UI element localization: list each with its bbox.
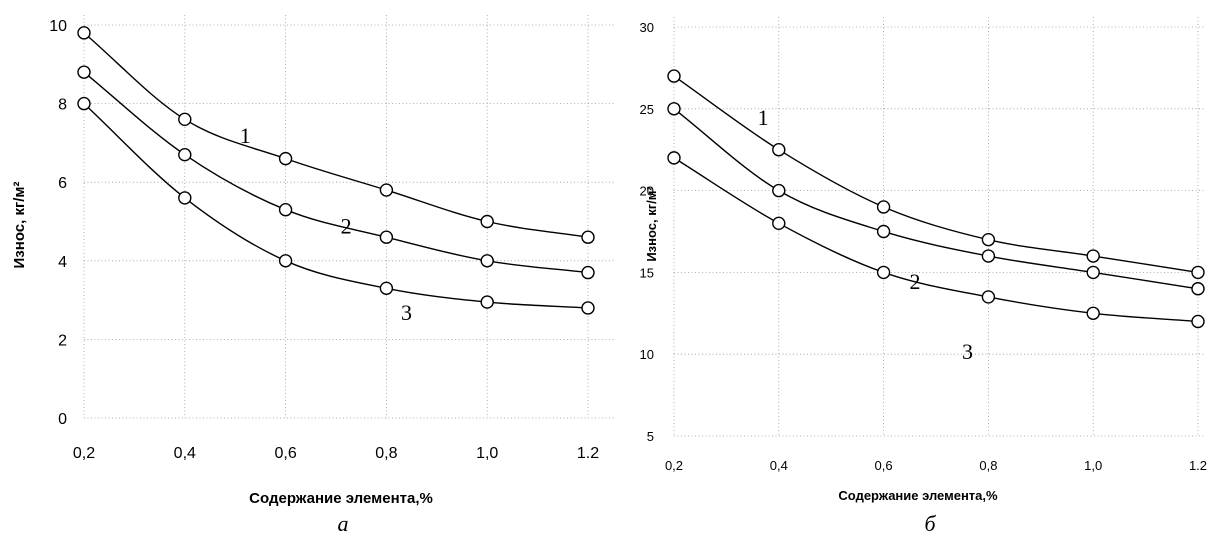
- chart-b-series-3-point: [772, 216, 786, 231]
- chart-a-curve-label-2: 2: [341, 213, 352, 238]
- chart-b-series-2-point: [1191, 282, 1205, 296]
- chart-b-series-1-point: [981, 232, 996, 247]
- chart-a-x-tick-label: 0,8: [375, 445, 397, 462]
- chart-a-y-tick-label: 8: [58, 97, 67, 114]
- chart-a-series-1-point: [178, 112, 192, 127]
- chart-b-y-tick-label: 25: [640, 102, 654, 117]
- chart-a-series-1-point: [581, 230, 595, 244]
- chart-b-series-2-point: [772, 183, 786, 198]
- chart-a-curve-label-3: 3: [401, 300, 412, 325]
- chart-b-series-3-line: [673, 157, 1199, 323]
- chart-a-y-tick-label: 6: [58, 175, 67, 192]
- chart-a-series-2-point: [480, 254, 494, 268]
- chart-b-curve-label-2: 2: [910, 269, 921, 294]
- chart-a-x-tick-label: 0,6: [274, 445, 296, 462]
- chart-a-series-3-point: [581, 301, 595, 315]
- chart-a-series-3-point: [278, 254, 293, 268]
- chart-b-series-2-line: [673, 108, 1199, 290]
- chart-b-x-tick-label: 0,8: [979, 458, 997, 473]
- chart-b-y-tick-label: 30: [640, 20, 654, 35]
- chart-b-y-tick-label: 20: [640, 184, 654, 199]
- chart-b-x-tick-label: 1.2: [1189, 458, 1207, 473]
- chart-a-caption: а: [338, 511, 349, 536]
- chart-b-y-tick-label: 10: [640, 347, 654, 362]
- chart-b-x-tick-label: 0,2: [665, 458, 683, 473]
- chart-a-series-1-point: [480, 214, 494, 229]
- chart-a-y-ticks: 0 2 4 6 8 10: [49, 18, 67, 428]
- chart-a-grid: [83, 15, 616, 419]
- chart-a-curve-labels: 1 2 3: [240, 123, 412, 325]
- chart-b-series-3-point: [667, 151, 681, 165]
- chart-a-x-tick-label: 0,4: [174, 445, 196, 462]
- chart-b-curve-label-1: 1: [758, 105, 769, 130]
- chart-a-x-ticks: 0,2 0,4 0,6 0,8 1,0 1.2: [73, 445, 599, 462]
- chart-b-caption: б: [924, 511, 936, 536]
- chart-b-y-axis-title: Износ, кг/м²: [644, 186, 659, 262]
- chart-a-series-1-point: [278, 151, 293, 166]
- chart-a-series-2-line: [83, 71, 589, 274]
- chart-a-series: [77, 26, 595, 315]
- chart-a-y-tick-label: 4: [58, 254, 67, 271]
- chart-b-x-tick-label: 1,0: [1084, 458, 1102, 473]
- chart-b-curve-labels: 1 2 3: [758, 105, 973, 364]
- chart-b-series-1-line: [673, 75, 1199, 274]
- chart-b-y-tick-label: 15: [640, 265, 654, 280]
- chart-a-series-2-point: [178, 147, 192, 162]
- chart-a-series-3-point: [77, 96, 91, 111]
- chart-a-x-tick-label: 1,0: [476, 445, 498, 462]
- chart-a-series-3-line: [83, 103, 589, 309]
- chart-a-y-axis-title: Износ, кг/м²: [11, 182, 28, 269]
- chart-b-series-2-point: [981, 249, 996, 263]
- chart-b-series-1-point: [1086, 249, 1100, 263]
- chart-a-series-3-point: [379, 281, 394, 296]
- chart-b-x-tick-label: 0,4: [770, 458, 788, 473]
- chart-b-y-ticks: 5 10 15 20 25 30: [640, 20, 654, 444]
- chart-b-series-1-point: [667, 69, 681, 83]
- chart-b-series-2-point: [667, 102, 681, 116]
- chart-a-x-tick-label: 1.2: [577, 445, 599, 462]
- chart-b-series-1-point: [772, 142, 786, 157]
- chart-a-curve-label-1: 1: [240, 123, 251, 148]
- chart-b-series: [667, 69, 1205, 329]
- chart-b-series-3-point: [1086, 306, 1100, 320]
- chart-b-series-3-point: [981, 290, 996, 304]
- chart-a-y-tick-label: 10: [49, 18, 67, 35]
- chart-b: 5 10 15 20 25 30 0,2 0,4 0,6 0,8 1,0 1.2 1 2 3 Износ…: [640, 17, 1207, 536]
- chart-b-series-3-point: [876, 265, 891, 280]
- chart-a-series-1-line: [83, 32, 589, 238]
- chart-a: 0 2 4 6 8 10 0,2 0,4 0,6 0,8 1,0 1.2 1 2 3 Износ, кг…: [11, 15, 616, 536]
- chart-a-series-1-point: [379, 183, 394, 197]
- chart-a-series-1-point: [77, 26, 91, 40]
- chart-b-curve-label-3: 3: [962, 339, 973, 364]
- chart-b-x-axis-title: Содержание элемента,%: [838, 488, 998, 503]
- chart-b-x-ticks: 0,2 0,4 0,6 0,8 1,0 1.2: [665, 458, 1207, 473]
- chart-a-series-3-point: [178, 191, 192, 205]
- chart-a-series-2-point: [581, 265, 595, 280]
- chart-a-y-tick-label: 0: [58, 411, 67, 428]
- chart-a-y-tick-label: 2: [58, 332, 67, 349]
- chart-b-series-2-point: [1086, 265, 1100, 280]
- chart-a-x-tick-label: 0,2: [73, 445, 95, 462]
- chart-a-x-axis-title: Содержание элемента,%: [249, 490, 433, 507]
- chart-a-series-2-point: [77, 65, 91, 79]
- chart-b-x-tick-label: 0,6: [875, 458, 893, 473]
- chart-b-series-3-point: [1191, 314, 1205, 329]
- chart-b-series-1-point: [1191, 265, 1205, 280]
- chart-b-series-1-point: [876, 200, 891, 214]
- chart-b-grid: [673, 17, 1206, 437]
- chart-a-series-3-point: [480, 295, 494, 309]
- chart-b-y-tick-label: 5: [647, 429, 654, 444]
- chart-a-series-2-point: [379, 230, 394, 244]
- chart-b-series-2-point: [876, 224, 891, 239]
- chart-a-series-2-point: [278, 203, 293, 217]
